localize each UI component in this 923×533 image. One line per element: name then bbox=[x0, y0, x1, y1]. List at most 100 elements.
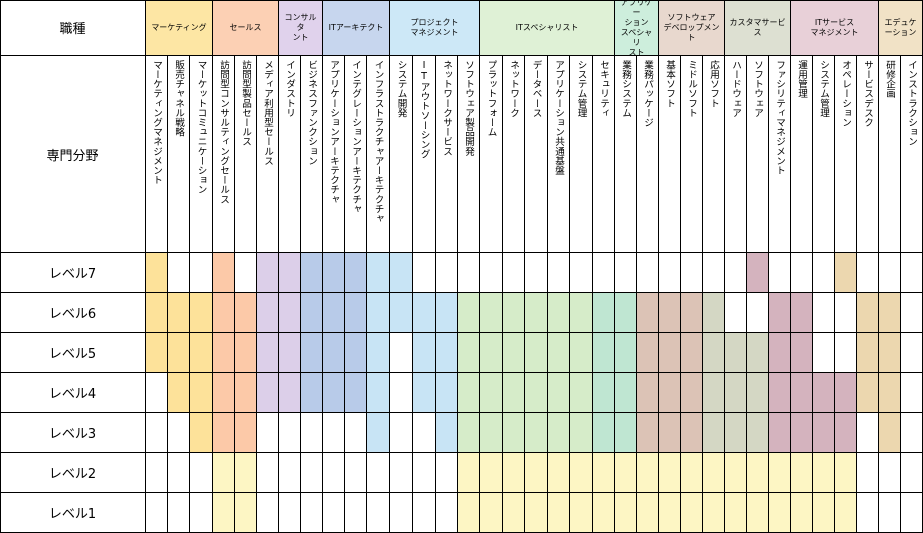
level-cell bbox=[857, 253, 879, 293]
level-label: レベル5 bbox=[0, 333, 146, 373]
level-cell bbox=[725, 453, 747, 493]
level-cell bbox=[480, 373, 503, 413]
level-cell bbox=[791, 293, 813, 333]
level-label: レベル6 bbox=[0, 293, 146, 333]
level-cell bbox=[168, 413, 190, 453]
level-cell bbox=[615, 333, 637, 373]
level-cell bbox=[235, 373, 257, 413]
level-cell bbox=[190, 373, 213, 413]
level-cell bbox=[390, 333, 413, 373]
level-cell bbox=[390, 493, 413, 533]
level-cell bbox=[681, 293, 703, 333]
level-cell bbox=[525, 413, 548, 453]
job-header-label: 職種 bbox=[0, 0, 146, 56]
level-cell bbox=[458, 453, 480, 493]
level-cell bbox=[615, 413, 637, 453]
level-cell bbox=[835, 453, 857, 493]
level-cell bbox=[367, 293, 390, 333]
specialty-label: アプリケーション共通基盤 bbox=[548, 56, 570, 253]
level-cell bbox=[146, 453, 168, 493]
level-cell bbox=[458, 253, 480, 293]
level-cell bbox=[436, 413, 458, 453]
level-cell bbox=[747, 453, 769, 493]
level-cell bbox=[390, 373, 413, 413]
level-cell bbox=[279, 413, 301, 453]
level-cell bbox=[190, 453, 213, 493]
level-label: レベル7 bbox=[0, 253, 146, 293]
specialty-label: 基本ソフト bbox=[659, 56, 681, 253]
level-cell bbox=[367, 333, 390, 373]
level-cell bbox=[190, 253, 213, 293]
level-cell bbox=[345, 413, 367, 453]
level-cell bbox=[901, 253, 923, 293]
level-cell bbox=[503, 493, 525, 533]
level-label: レベル4 bbox=[0, 373, 146, 413]
level-cell bbox=[525, 293, 548, 333]
level-cell bbox=[747, 413, 769, 453]
level-cell bbox=[548, 293, 570, 333]
level-cell bbox=[879, 333, 901, 373]
level-cell bbox=[257, 333, 279, 373]
level-cell bbox=[857, 333, 879, 373]
level-cell bbox=[390, 453, 413, 493]
level-cell bbox=[769, 293, 791, 333]
level-cell bbox=[747, 373, 769, 413]
level-cell bbox=[390, 413, 413, 453]
level-cell bbox=[390, 293, 413, 333]
level-cell bbox=[747, 493, 769, 533]
level-cell bbox=[593, 253, 615, 293]
level-cell bbox=[367, 373, 390, 413]
level-cell bbox=[146, 373, 168, 413]
level-cell bbox=[503, 333, 525, 373]
level-cell bbox=[413, 253, 436, 293]
level-cell bbox=[835, 413, 857, 453]
level-cell bbox=[901, 453, 923, 493]
specialty-label: プラットフォーム bbox=[480, 56, 503, 253]
level-cell bbox=[413, 293, 436, 333]
specialty-label: ネットワーク bbox=[503, 56, 525, 253]
level-cell bbox=[570, 253, 593, 293]
level-cell bbox=[301, 333, 323, 373]
level-cell bbox=[835, 333, 857, 373]
level-cell bbox=[279, 333, 301, 373]
level-cell bbox=[879, 413, 901, 453]
level-cell bbox=[681, 413, 703, 453]
level-cell bbox=[813, 293, 835, 333]
level-cell bbox=[413, 333, 436, 373]
level-cell bbox=[681, 253, 703, 293]
level-cell bbox=[615, 453, 637, 493]
level-cell bbox=[146, 413, 168, 453]
level-cell bbox=[525, 453, 548, 493]
level-cell bbox=[436, 493, 458, 533]
level-cell bbox=[235, 493, 257, 533]
level-cell bbox=[413, 373, 436, 413]
level-cell bbox=[703, 253, 725, 293]
level-cell bbox=[345, 293, 367, 333]
specialty-label: 販売チャネル戦略 bbox=[168, 56, 190, 253]
level-cell bbox=[747, 293, 769, 333]
specialty-label: ビジネスファンクション bbox=[301, 56, 323, 253]
level-cell bbox=[190, 333, 213, 373]
level-cell bbox=[235, 253, 257, 293]
level-cell bbox=[813, 373, 835, 413]
level-cell bbox=[659, 493, 681, 533]
level-cell bbox=[279, 293, 301, 333]
specialty-label: マーケティングマネジメント bbox=[146, 56, 168, 253]
level-label: レベル1 bbox=[0, 493, 146, 533]
level-cell bbox=[367, 413, 390, 453]
job-category-header: マーケティング bbox=[146, 0, 213, 56]
level-cell bbox=[659, 413, 681, 453]
level-cell bbox=[703, 373, 725, 413]
level-cell bbox=[857, 293, 879, 333]
level-cell bbox=[570, 413, 593, 453]
specialty-label: インダストリ bbox=[279, 56, 301, 253]
specialty-label: 業務システム bbox=[615, 56, 637, 253]
level-cell bbox=[703, 453, 725, 493]
level-cell bbox=[525, 373, 548, 413]
level-cell bbox=[301, 413, 323, 453]
level-cell bbox=[345, 253, 367, 293]
level-cell bbox=[413, 453, 436, 493]
level-cell bbox=[901, 333, 923, 373]
level-cell bbox=[835, 373, 857, 413]
